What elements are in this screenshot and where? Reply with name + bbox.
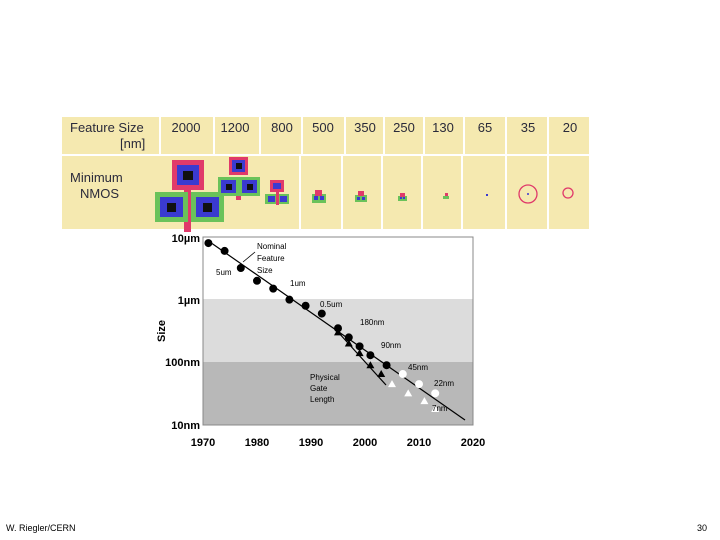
physical-gate-point [377,370,386,378]
chart-annotations: Nominal Feature Size 5um 1um 0.5um 180nm… [216,242,454,413]
row-label-feature-size: Feature Size [70,120,144,135]
feature-size-chart: Size 10µm 1µm 100nm 10nm 1970 1980 1990 … [156,233,485,449]
x-tick-2000: 2000 [353,437,377,449]
feature-size-1200: 1200 [221,120,250,135]
feature-size-65: 65 [478,120,492,135]
annotation-size: Size [257,266,273,275]
x-tick-1970: 1970 [191,437,215,449]
nmos-350nm-icon [355,191,367,202]
y-tick-10nm: 10nm [171,420,200,432]
table-grid [62,117,589,229]
physical-gate-point [334,328,342,336]
annotation-90nm: 90nm [381,341,401,350]
nominal-point [204,239,213,248]
nominal-point [269,284,278,293]
nominal-point [220,246,229,255]
nmos-130nm-icon [443,193,449,199]
annotation-22nm: 22nm [434,379,454,388]
y-tick-100nm: 100nm [165,357,200,369]
physical-gate-point [404,389,413,397]
nominal-point [301,301,310,310]
feature-size-table: Feature Size [nm] Minimum NMOS 2000 1200… [62,117,589,232]
physical-gate-point [366,361,375,369]
annotation-nominal: Nominal [257,242,287,251]
nominal-point [398,370,407,379]
nmos-1200nm-icon [218,157,260,200]
nominal-point [431,389,440,398]
annotation-5um: 5um [216,268,232,277]
nominal-point [236,264,245,273]
row-label-nmos: NMOS [80,186,119,201]
plot-frame [202,236,474,426]
annotation-physical: Physical [310,373,340,382]
y-tick-10um: 10µm [172,233,201,245]
physical-gate-point [431,405,440,413]
annotation-gate: Gate [310,384,328,393]
physical-gate-point [388,380,396,388]
row-label-minimum: Minimum [70,170,123,185]
nominal-point [317,309,326,318]
nmos-35nm-icon [518,184,538,204]
physical-gate-point [344,339,353,347]
nominal-point [355,342,364,351]
annotation-180nm: 180nm [360,318,385,327]
nominal-point [415,380,423,389]
feature-size-250: 250 [393,120,415,135]
x-tick-2010: 2010 [407,437,431,449]
row-label-feature-size-unit: [nm] [120,136,145,151]
nmos-500nm-icon [312,190,326,203]
feature-size-350: 350 [354,120,376,135]
y-tick-labels: 10µm 1µm 100nm 10nm [165,233,200,432]
x-tick-2020: 2020 [461,437,485,449]
feature-size-2000: 2000 [172,120,201,135]
x-tick-labels: 1970 1980 1990 2000 2010 2020 [191,437,485,449]
footer-author: W. Riegler/CERN [6,523,76,533]
feature-size-values: 2000 1200 800 500 350 250 130 65 35 20 [172,120,578,135]
annotation-7nm: 7nm [432,404,448,413]
x-tick-1980: 1980 [245,437,269,449]
feature-size-20: 20 [563,120,577,135]
feature-size-800: 800 [271,120,293,135]
feature-size-130: 130 [432,120,454,135]
annotation-arrow [242,251,256,263]
nominal-point [382,361,391,370]
nominal-point [366,351,375,360]
physical-gate-point [355,349,364,357]
page-number: 30 [697,523,707,533]
y-axis-label: Size [156,320,168,342]
data-marks [204,239,440,413]
y-tick-1um: 1µm [178,295,200,307]
x-tick-1990: 1990 [299,437,323,449]
feature-size-35: 35 [521,120,535,135]
annotation-1um: 1um [290,279,306,288]
physical-gate-point [420,397,429,405]
nominal-point [253,276,261,285]
annotation-feature: Feature [257,254,285,263]
annotation-45nm: 45nm [408,363,428,372]
nominal-point [285,295,294,304]
annotation-length: Length [310,395,334,404]
nmos-800nm-icon [265,180,289,205]
feature-size-500: 500 [312,120,334,135]
annotation-0-5um: 0.5um [320,300,343,309]
table-background [62,117,589,229]
nmos-20nm-icon [562,187,574,199]
nmos-250nm-icon [398,193,407,201]
nmos-2000nm-icon [155,160,224,232]
nmos-65nm-icon [486,194,488,196]
